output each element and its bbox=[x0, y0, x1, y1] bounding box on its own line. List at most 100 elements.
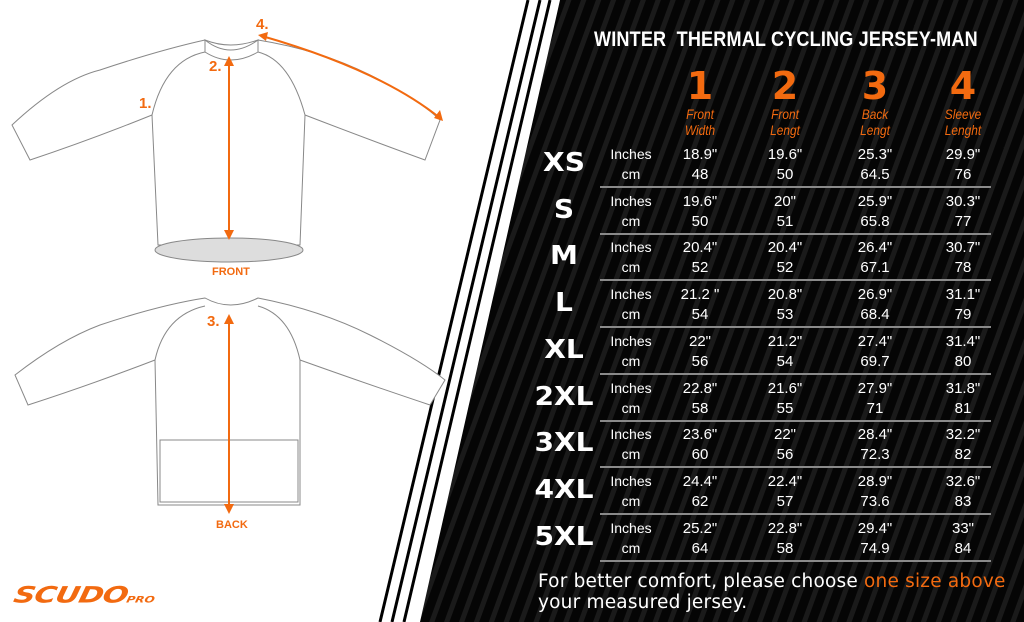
column-number: 3 bbox=[861, 64, 889, 108]
row-divider bbox=[600, 326, 991, 329]
value-cm: 68.4 bbox=[860, 306, 890, 324]
value-cm: 80 bbox=[954, 352, 972, 370]
value-cm: 54 bbox=[691, 306, 709, 324]
row-divider bbox=[600, 466, 991, 469]
back-label: BACK bbox=[216, 519, 248, 531]
value-cm: 76 bbox=[954, 166, 972, 183]
value-inches: 25.9" bbox=[857, 192, 893, 210]
value-inches: 30.3" bbox=[945, 192, 981, 210]
value-cm: 64 bbox=[691, 539, 709, 557]
column-number: 1 bbox=[686, 64, 714, 108]
measure-arrows bbox=[224, 32, 443, 514]
table-row: 5XL Inches cm 25.2" 64 22.8" 58 29.4" 74.9 3… bbox=[0, 516, 1024, 562]
unit-cm: cm bbox=[621, 166, 641, 182]
fit-note: For better comfort, please choose one si… bbox=[538, 571, 1006, 613]
value-inches: 27.9" bbox=[857, 379, 893, 397]
brand-name: SCUDO bbox=[11, 582, 131, 609]
unit-cm: cm bbox=[621, 539, 641, 556]
marker-4: 4. bbox=[256, 16, 269, 33]
column-label: Lengt bbox=[770, 122, 800, 138]
table-row: XL Inches cm 22" 56 21.2" 54 27.4" 69.7 31.4… bbox=[0, 329, 1024, 375]
size-label: S bbox=[553, 194, 575, 225]
value-inches: 31.4" bbox=[945, 332, 981, 350]
size-label: XL bbox=[544, 334, 584, 365]
value-cm: 53 bbox=[776, 306, 794, 324]
value-inches: 20.4" bbox=[767, 239, 803, 257]
size-label: 3XL bbox=[534, 428, 594, 459]
value-inches: 31.1" bbox=[945, 286, 981, 304]
value-cm: 83 bbox=[954, 492, 972, 510]
value-inches: 24.4" bbox=[682, 472, 718, 490]
value-inches: 23.6" bbox=[682, 426, 718, 444]
unit-inches: Inches bbox=[610, 379, 652, 396]
value-inches: 29.9" bbox=[945, 146, 981, 163]
value-cm: 84 bbox=[954, 539, 972, 557]
unit-inches: Inches bbox=[610, 519, 652, 536]
table-row: 4XL Inches cm 24.4" 62 22.4" 57 28.9" 73.6 3… bbox=[0, 469, 1024, 515]
value-cm: 50 bbox=[776, 166, 794, 183]
value-cm: 51 bbox=[776, 212, 794, 230]
row-divider bbox=[600, 419, 991, 422]
value-cm: 62 bbox=[691, 492, 709, 510]
value-inches: 20" bbox=[773, 192, 796, 210]
value-cm: 82 bbox=[954, 446, 972, 464]
table-row: S Inches cm 19.6" 50 20" 51 25.9" 65.8 30.3"… bbox=[0, 189, 1024, 235]
value-inches: 28.9" bbox=[857, 472, 893, 490]
unit-inches: Inches bbox=[610, 426, 652, 443]
value-inches: 20.8" bbox=[767, 286, 803, 304]
value-cm: 65.8 bbox=[860, 212, 890, 230]
marker-3: 3. bbox=[207, 313, 220, 330]
table-row: XS Inches cm 18.9" 48 19.6" 50 25.3" 64.5 29… bbox=[0, 142, 1024, 188]
unit-inches: Inches bbox=[610, 146, 652, 162]
value-inches: 26.4" bbox=[857, 239, 893, 257]
column-header: 2 Front Lengt bbox=[740, 66, 830, 138]
table-row: M Inches cm 20.4" 52 20.4" 52 26.4" 67.1 30.… bbox=[0, 235, 1024, 282]
value-cm: 78 bbox=[954, 259, 972, 277]
row-divider bbox=[600, 186, 991, 188]
size-label: M bbox=[550, 241, 578, 272]
table-row: L Inches cm 21.2 " 54 20.8" 53 26.9" 68.4 31… bbox=[0, 282, 1024, 329]
value-inches: 32.6" bbox=[945, 472, 981, 490]
value-cm: 67.1 bbox=[860, 259, 890, 277]
value-inches: 25.2" bbox=[682, 519, 718, 537]
value-cm: 55 bbox=[776, 399, 794, 417]
value-cm: 56 bbox=[691, 352, 709, 370]
unit-cm: cm bbox=[621, 306, 641, 323]
value-cm: 50 bbox=[691, 212, 709, 230]
value-inches: 29.4" bbox=[857, 519, 893, 537]
value-cm: 54 bbox=[776, 352, 794, 370]
diagonal-line bbox=[378, 0, 530, 622]
value-cm: 81 bbox=[954, 399, 972, 417]
table-row: 3XL Inches cm 23.6" 60 22" 56 28.4" 72.3 32.… bbox=[0, 422, 1024, 469]
unit-inches: Inches bbox=[610, 286, 652, 303]
value-inches: 22.8" bbox=[682, 379, 718, 397]
marker-1: 1. bbox=[139, 95, 152, 112]
size-label: L bbox=[555, 288, 573, 319]
value-inches: 20.4" bbox=[682, 239, 718, 257]
row-divider bbox=[600, 279, 991, 282]
value-cm: 73.6 bbox=[860, 492, 890, 510]
value-cm: 71 bbox=[866, 399, 884, 417]
value-cm: 48 bbox=[691, 166, 709, 183]
row-divider bbox=[600, 512, 991, 515]
value-cm: 56 bbox=[776, 446, 794, 464]
value-cm: 64.5 bbox=[860, 166, 890, 183]
column-label: Front bbox=[686, 106, 714, 122]
unit-cm: cm bbox=[621, 492, 641, 509]
size-label: XS bbox=[543, 148, 585, 178]
size-label: 4XL bbox=[534, 474, 594, 505]
note-text-2: your measured jersey. bbox=[538, 592, 748, 613]
value-inches: 33" bbox=[951, 519, 974, 537]
front-jersey-drawing bbox=[11, 38, 441, 263]
note-highlight: one size above bbox=[864, 571, 1006, 592]
diagonal-line bbox=[390, 0, 542, 622]
front-label: FRONT bbox=[212, 266, 250, 278]
size-label: 2XL bbox=[534, 381, 594, 412]
unit-inches: Inches bbox=[610, 192, 652, 209]
column-header: 4 Sleeve Lenght bbox=[918, 66, 1008, 138]
unit-cm: cm bbox=[621, 352, 641, 369]
value-cm: 74.9 bbox=[860, 539, 890, 557]
row-divider bbox=[600, 372, 991, 375]
size-label: 5XL bbox=[534, 521, 594, 552]
value-cm: 72.3 bbox=[860, 446, 890, 464]
